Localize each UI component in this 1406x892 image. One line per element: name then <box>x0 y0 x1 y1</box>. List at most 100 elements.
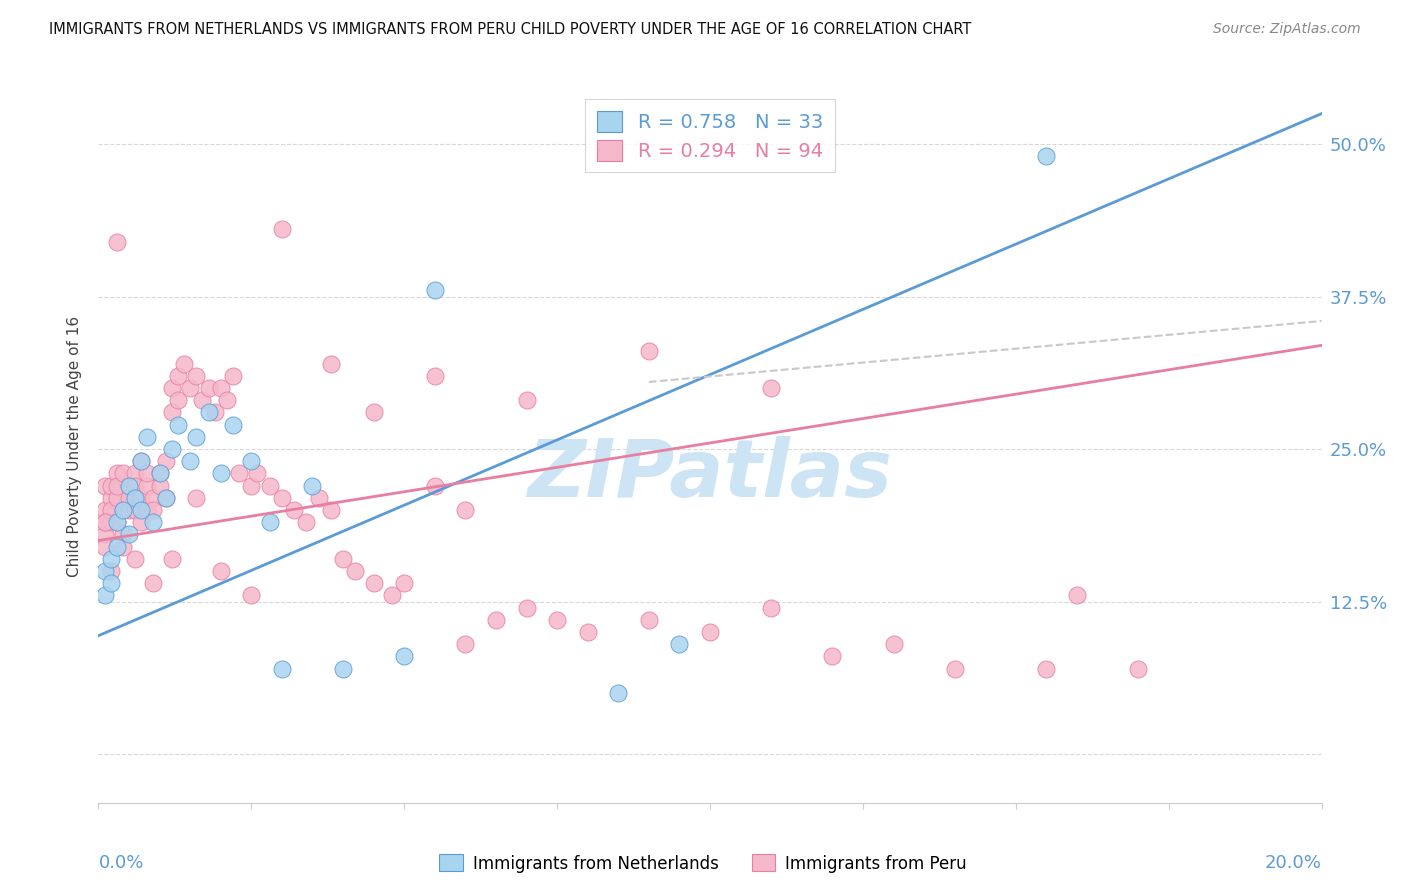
Point <box>454 637 477 651</box>
Point <box>100 551 122 566</box>
Point <box>100 491 122 505</box>
Point <box>160 405 183 419</box>
Point <box>105 515 128 529</box>
Point <box>759 600 782 615</box>
Point <box>423 478 446 492</box>
Point <box>142 503 165 517</box>
Point <box>100 478 122 492</box>
Point <box>118 491 141 505</box>
Point <box>136 503 159 517</box>
Point <box>118 478 141 492</box>
Point <box>228 467 250 481</box>
Point <box>607 686 630 700</box>
Point <box>105 515 128 529</box>
Point <box>118 478 141 492</box>
Legend: Immigrants from Netherlands, Immigrants from Peru: Immigrants from Netherlands, Immigrants … <box>433 847 973 880</box>
Point <box>332 551 354 566</box>
Point <box>155 491 177 505</box>
Point <box>124 478 146 492</box>
Point <box>283 503 305 517</box>
Point <box>111 540 134 554</box>
Point <box>149 467 172 481</box>
Point <box>332 662 354 676</box>
Point <box>270 222 292 236</box>
Point <box>93 527 115 541</box>
Point <box>186 430 208 444</box>
Point <box>1128 662 1150 676</box>
Point <box>392 576 416 591</box>
Point <box>149 478 172 492</box>
Point <box>100 503 122 517</box>
Point <box>100 564 122 578</box>
Text: ZIPatlas: ZIPatlas <box>527 435 893 514</box>
Point <box>155 491 177 505</box>
Point <box>111 503 134 517</box>
Text: Source: ZipAtlas.com: Source: ZipAtlas.com <box>1213 22 1361 37</box>
Point <box>105 467 128 481</box>
Point <box>136 478 159 492</box>
Point <box>129 454 152 468</box>
Point <box>381 589 404 603</box>
Point <box>129 503 152 517</box>
Point <box>160 551 183 566</box>
Point <box>240 478 263 492</box>
Point <box>142 515 165 529</box>
Point <box>111 527 134 541</box>
Point <box>1066 589 1088 603</box>
Point <box>576 625 599 640</box>
Point <box>186 368 208 383</box>
Point <box>209 564 232 578</box>
Point <box>197 381 219 395</box>
Point <box>943 662 966 676</box>
Point <box>105 491 128 505</box>
Point <box>295 515 318 529</box>
Point <box>759 381 782 395</box>
Point <box>142 576 165 591</box>
Point <box>93 589 115 603</box>
Point <box>259 478 281 492</box>
Point <box>516 393 538 408</box>
Point <box>883 637 905 651</box>
Point <box>209 467 232 481</box>
Point <box>222 417 245 432</box>
Point <box>93 515 115 529</box>
Point <box>124 503 146 517</box>
Point <box>485 613 508 627</box>
Point <box>93 540 115 554</box>
Point <box>124 467 146 481</box>
Point <box>204 405 226 419</box>
Point <box>129 491 152 505</box>
Text: IMMIGRANTS FROM NETHERLANDS VS IMMIGRANTS FROM PERU CHILD POVERTY UNDER THE AGE : IMMIGRANTS FROM NETHERLANDS VS IMMIGRANT… <box>49 22 972 37</box>
Point <box>124 551 146 566</box>
Text: 20.0%: 20.0% <box>1265 855 1322 872</box>
Point <box>423 368 446 383</box>
Point <box>637 344 661 359</box>
Point <box>259 515 281 529</box>
Point <box>270 491 292 505</box>
Point <box>270 662 292 676</box>
Point <box>100 576 122 591</box>
Point <box>142 491 165 505</box>
Point <box>454 503 477 517</box>
Point <box>668 637 690 651</box>
Point <box>516 600 538 615</box>
Point <box>392 649 416 664</box>
Point <box>363 405 385 419</box>
Point <box>105 478 128 492</box>
Point <box>363 576 385 591</box>
Point <box>93 478 115 492</box>
Text: 0.0%: 0.0% <box>98 855 143 872</box>
Point <box>186 491 208 505</box>
Point <box>240 589 263 603</box>
Point <box>136 467 159 481</box>
Point <box>319 357 342 371</box>
Point <box>149 467 172 481</box>
Point <box>160 381 183 395</box>
Point <box>100 515 122 529</box>
Point <box>209 381 232 395</box>
Point <box>1035 149 1057 163</box>
Point <box>136 430 159 444</box>
Point <box>197 405 219 419</box>
Point <box>167 393 190 408</box>
Point <box>111 467 134 481</box>
